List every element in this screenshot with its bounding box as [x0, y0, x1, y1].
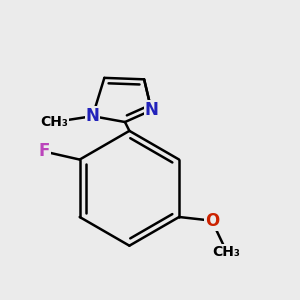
Text: N: N [85, 107, 100, 125]
Text: O: O [205, 212, 219, 230]
Text: CH₃: CH₃ [40, 115, 68, 129]
Text: N: N [145, 101, 158, 119]
Text: F: F [38, 142, 50, 160]
Text: CH₃: CH₃ [213, 244, 241, 259]
